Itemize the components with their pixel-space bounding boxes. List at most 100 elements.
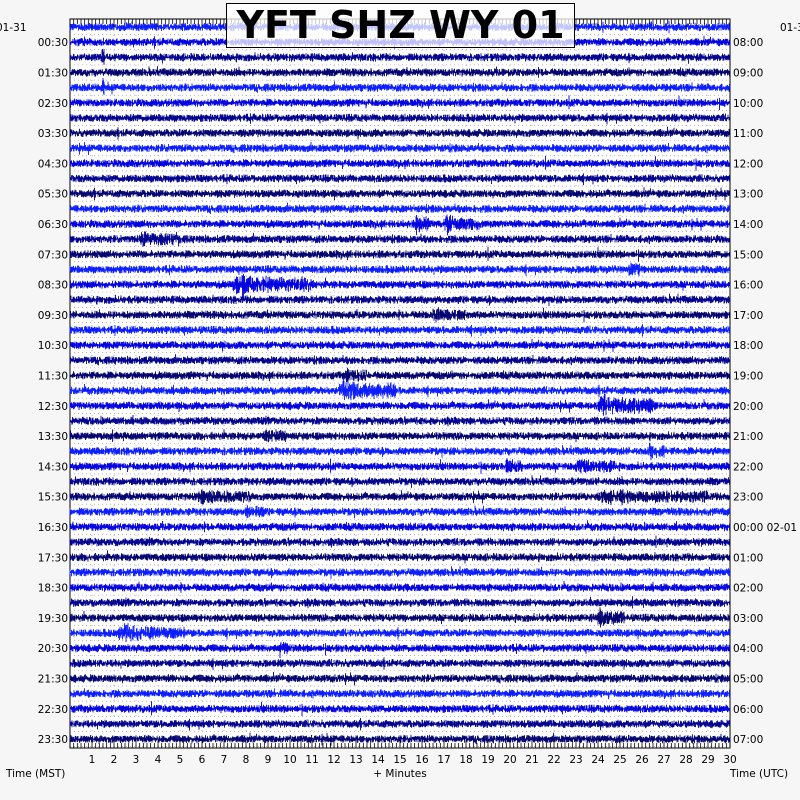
trace-row xyxy=(69,66,730,78)
chart-title: YFT SHZ WY 01 xyxy=(226,3,575,48)
left-time-label: 11:30 xyxy=(38,370,68,382)
trace-row xyxy=(69,623,730,643)
trace-row xyxy=(69,307,730,323)
right-time-label: 15:00 xyxy=(733,249,763,261)
left-time-label: 08:30 xyxy=(38,280,68,292)
right-time-label: 19:00 xyxy=(733,370,763,382)
right-time-label: 09:00 xyxy=(733,67,763,79)
trace-row xyxy=(69,354,730,366)
x-tick-label: 22 xyxy=(547,754,560,766)
right-time-label: 11:00 xyxy=(733,128,763,140)
trace-row xyxy=(69,142,730,155)
trace-row xyxy=(69,338,730,352)
right-time-label: 17:00 xyxy=(733,310,763,322)
trace-row xyxy=(69,607,730,628)
left-time-label: 10:30 xyxy=(38,340,68,352)
left-time-label: 22:30 xyxy=(38,704,68,716)
x-tick-label: 4 xyxy=(155,754,162,766)
date-left: 01-31 xyxy=(0,22,27,34)
left-time-label: 18:30 xyxy=(38,583,68,595)
trace-row xyxy=(69,231,730,247)
x-tick-label: 17 xyxy=(437,754,450,766)
left-time-label: 12:30 xyxy=(38,401,68,413)
traces xyxy=(69,20,730,746)
x-tick-label: 1 xyxy=(89,754,96,766)
date-right: 01-31 xyxy=(780,22,800,34)
right-time-label: 13:00 xyxy=(733,189,763,201)
x-tick-label: 11 xyxy=(305,754,318,766)
trace-row xyxy=(69,78,730,96)
x-tick-label: 20 xyxy=(503,754,516,766)
axis-labels: 1 2 3 4 5 6 7 8 9 10 11 12 13 14 15 16 17 18 19 20 21 22 23 24 2… xyxy=(38,37,797,766)
trace-row xyxy=(69,489,730,506)
right-time-label: 21:00 xyxy=(733,431,763,443)
right-time-label: 10:00 xyxy=(733,98,763,110)
trace-row xyxy=(69,262,730,277)
y-axis-label-right: Time (UTC) xyxy=(729,768,788,780)
plot-area xyxy=(69,18,731,749)
x-tick-label: 13 xyxy=(349,754,362,766)
x-tick-label: 8 xyxy=(243,754,250,766)
trace-row xyxy=(69,641,730,658)
trace-row xyxy=(69,187,730,201)
right-time-label: 04:00 xyxy=(733,643,763,655)
trace-row xyxy=(69,688,730,700)
trace-row xyxy=(69,173,730,186)
trace-row xyxy=(69,429,730,443)
left-time-label: 06:30 xyxy=(38,219,68,231)
trace-row xyxy=(69,520,730,533)
trace-row xyxy=(69,701,730,717)
left-time-label: 14:30 xyxy=(38,461,68,473)
left-time-label: 17:30 xyxy=(38,552,68,564)
x-tick-label: 5 xyxy=(177,754,184,766)
right-time-label: 16:00 xyxy=(733,280,763,292)
trace-row xyxy=(69,95,730,111)
x-tick-label: 19 xyxy=(481,754,494,766)
x-tick-label: 30 xyxy=(723,754,736,766)
x-tick-label: 12 xyxy=(327,754,340,766)
right-time-label: 05:00 xyxy=(733,673,763,685)
trace-row xyxy=(69,214,730,236)
x-tick-label: 6 xyxy=(199,754,206,766)
right-time-label: 23:00 xyxy=(733,492,763,504)
right-time-label: 12:00 xyxy=(733,158,763,170)
left-time-label: 23:30 xyxy=(38,734,68,746)
right-time-label: 02:00 xyxy=(733,583,763,595)
left-time-label: 20:30 xyxy=(38,643,68,655)
right-time-label: 20:00 xyxy=(733,401,763,413)
grid-lines xyxy=(70,20,730,747)
left-time-label: 15:30 xyxy=(38,492,68,504)
x-tick-label: 27 xyxy=(657,754,670,766)
left-time-label: 01:30 xyxy=(38,67,68,79)
trace-row xyxy=(69,566,730,579)
trace-row xyxy=(69,126,730,140)
x-tick-label: 9 xyxy=(265,754,272,766)
trace-row xyxy=(69,202,730,214)
x-tick-label: 3 xyxy=(133,754,140,766)
right-time-label: 03:00 xyxy=(733,613,763,625)
trace-row xyxy=(69,458,730,474)
right-time-label: 06:00 xyxy=(733,704,763,716)
left-time-label: 07:30 xyxy=(38,249,68,261)
left-time-label: 02:30 xyxy=(38,98,68,110)
x-tick-label: 29 xyxy=(701,754,714,766)
x-tick-label: 23 xyxy=(569,754,582,766)
right-time-label: 08:00 xyxy=(733,37,763,49)
trace-row xyxy=(69,293,730,307)
left-time-label: 16:30 xyxy=(38,522,68,534)
left-time-label: 21:30 xyxy=(38,673,68,685)
x-tick-label: 18 xyxy=(459,754,472,766)
trace-row xyxy=(69,535,730,548)
right-time-label: 22:00 xyxy=(733,461,763,473)
y-axis-label-left: Time (MST) xyxy=(5,768,65,780)
trace-row xyxy=(69,367,730,383)
left-time-label: 00:30 xyxy=(38,37,68,49)
right-time-label: 01:00 xyxy=(733,552,763,564)
x-axis-label: + Minutes xyxy=(373,768,426,780)
trace-row xyxy=(69,48,730,65)
trace-row xyxy=(69,475,730,488)
right-time-label: 07:00 xyxy=(733,734,763,746)
trace-row xyxy=(69,273,730,298)
right-time-label: 00:00 02-01 xyxy=(733,522,797,534)
trace-row xyxy=(69,155,730,171)
